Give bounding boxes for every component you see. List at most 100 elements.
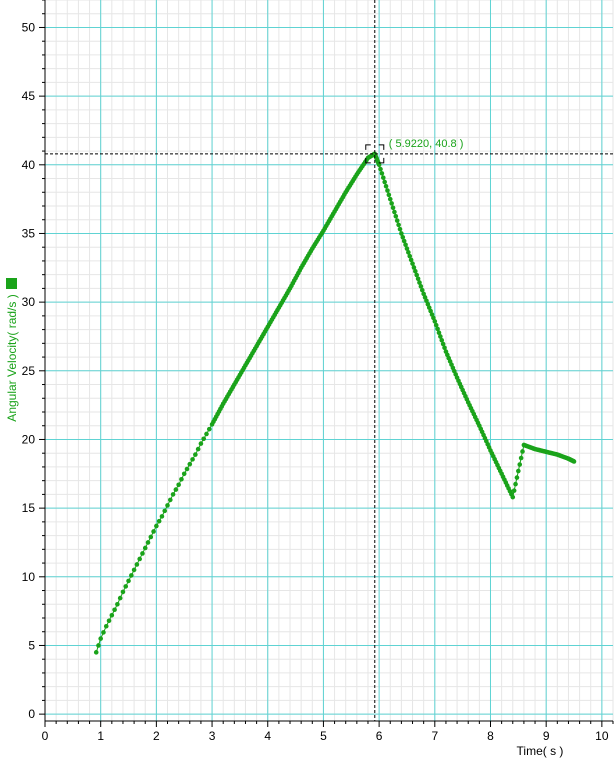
- data-point[interactable]: [145, 540, 151, 545]
- data-point[interactable]: [413, 268, 418, 274]
- data-point[interactable]: [380, 175, 386, 180]
- y-tick-label: 0: [28, 707, 35, 721]
- data-point[interactable]: [109, 612, 115, 618]
- data-point[interactable]: [408, 257, 414, 263]
- data-point[interactable]: [173, 487, 179, 492]
- data-point[interactable]: [170, 492, 176, 497]
- y-tick-label: 25: [22, 364, 36, 378]
- data-point[interactable]: [137, 556, 142, 562]
- data-point[interactable]: [393, 214, 399, 219]
- data-point[interactable]: [385, 188, 390, 193]
- data-point[interactable]: [410, 261, 415, 266]
- x-tick-label: 7: [431, 729, 438, 743]
- data-point[interactable]: [379, 171, 385, 176]
- data-point[interactable]: [190, 457, 195, 462]
- data-point[interactable]: [181, 471, 187, 477]
- data-point[interactable]: [179, 476, 184, 482]
- data-point[interactable]: [106, 618, 112, 624]
- data-point[interactable]: [414, 272, 420, 278]
- legend-marker-square[interactable]: [6, 278, 17, 289]
- data-point[interactable]: [204, 431, 209, 437]
- data-point[interactable]: [148, 534, 154, 540]
- x-tick-label: 2: [153, 729, 160, 743]
- data-point[interactable]: [165, 503, 170, 508]
- data-point[interactable]: [142, 545, 148, 551]
- data-point[interactable]: [418, 284, 424, 289]
- data-point[interactable]: [129, 573, 134, 578]
- data-point[interactable]: [394, 218, 400, 223]
- data-point[interactable]: [419, 287, 425, 293]
- data-point[interactable]: [162, 508, 168, 514]
- data-point[interactable]: [513, 481, 518, 487]
- data-point[interactable]: [382, 179, 387, 185]
- data-point[interactable]: [435, 326, 440, 332]
- data-point[interactable]: [154, 523, 159, 529]
- data-point[interactable]: [392, 209, 397, 215]
- data-point[interactable]: [403, 242, 408, 248]
- data-point[interactable]: [193, 452, 198, 457]
- data-point[interactable]: [516, 468, 521, 474]
- data-point[interactable]: [123, 584, 129, 589]
- data-point[interactable]: [156, 518, 162, 524]
- data-point[interactable]: [399, 231, 404, 236]
- data-point[interactable]: [415, 276, 421, 282]
- data-point[interactable]: [134, 562, 140, 567]
- data-point[interactable]: [387, 196, 393, 202]
- cursor-bracket: [365, 157, 371, 164]
- data-point[interactable]: [436, 330, 442, 335]
- data-point[interactable]: [520, 449, 525, 454]
- data-point[interactable]: [98, 636, 103, 641]
- data-point[interactable]: [438, 334, 443, 339]
- data-point[interactable]: [201, 436, 207, 442]
- cursor-crosshair[interactable]: ( 5.9220, 40.8 ): [45, 0, 613, 721]
- data-point[interactable]: [390, 205, 396, 211]
- data-point[interactable]: [96, 643, 101, 648]
- data-point[interactable]: [112, 607, 117, 613]
- data-point[interactable]: [176, 482, 181, 488]
- data-point[interactable]: [417, 280, 422, 285]
- data-point[interactable]: [159, 514, 165, 519]
- data-point[interactable]: [101, 630, 106, 635]
- data-point[interactable]: [401, 238, 407, 244]
- data-point[interactable]: [386, 192, 392, 198]
- data-point[interactable]: [151, 529, 156, 534]
- data-point[interactable]: [514, 475, 520, 480]
- series-points-layer[interactable]: [93, 151, 577, 655]
- data-point[interactable]: [411, 265, 417, 270]
- data-point[interactable]: [383, 183, 389, 189]
- data-point[interactable]: [184, 466, 190, 472]
- data-point[interactable]: [432, 319, 438, 324]
- data-point[interactable]: [439, 337, 445, 343]
- data-point[interactable]: [406, 250, 411, 255]
- data-point[interactable]: [187, 461, 193, 467]
- data-point[interactable]: [442, 345, 447, 351]
- data-point[interactable]: [404, 246, 410, 251]
- data-point[interactable]: [400, 234, 406, 240]
- data-point[interactable]: [440, 341, 446, 347]
- data-point[interactable]: [126, 578, 131, 584]
- data-point[interactable]: [517, 462, 523, 467]
- data-point[interactable]: [389, 201, 394, 206]
- data-point[interactable]: [378, 166, 383, 172]
- data-point[interactable]: [103, 623, 109, 629]
- data-point[interactable]: [433, 322, 439, 328]
- x-tick-label: 9: [543, 729, 550, 743]
- data-point[interactable]: [120, 589, 126, 595]
- data-point[interactable]: [198, 441, 204, 446]
- data-point[interactable]: [115, 601, 120, 607]
- data-point[interactable]: [195, 446, 201, 452]
- data-point[interactable]: [397, 226, 403, 232]
- data-point[interactable]: [376, 162, 382, 168]
- data-point[interactable]: [140, 551, 145, 556]
- data-point[interactable]: [518, 455, 524, 461]
- data-point[interactable]: [571, 459, 577, 464]
- data-point[interactable]: [131, 567, 137, 573]
- data-point[interactable]: [511, 488, 517, 493]
- data-point[interactable]: [510, 494, 516, 500]
- data-point[interactable]: [396, 222, 401, 228]
- data-point[interactable]: [407, 253, 413, 259]
- data-point[interactable]: [167, 497, 173, 503]
- data-point[interactable]: [93, 650, 99, 655]
- data-point[interactable]: [206, 426, 212, 432]
- data-point[interactable]: [117, 595, 123, 601]
